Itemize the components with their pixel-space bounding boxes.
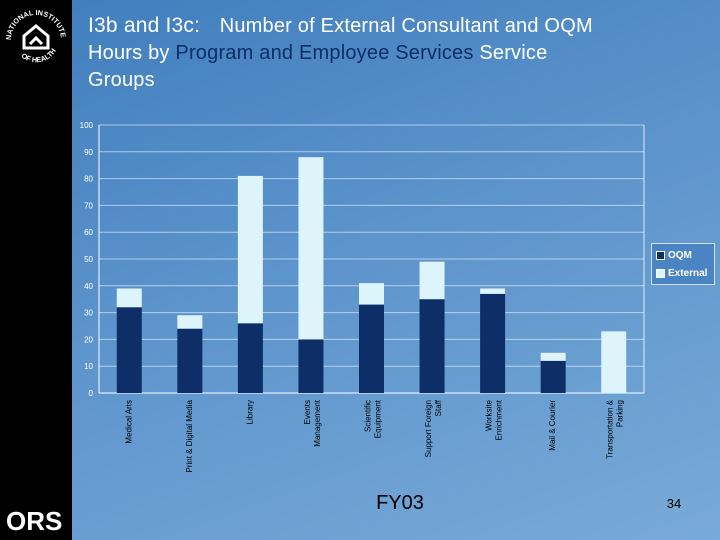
x-tick-label-line: Worksite [485,399,494,431]
x-tick-label: Medical Arts [124,400,133,444]
bar-chart: 0 10 20 30 40 50 60 70 80 90 100 Medical Arts Print … [80,121,645,472]
x-tick-label: EventsManagement [303,399,322,446]
bar-external [359,283,384,305]
x-tick-label-line: Medical Arts [124,400,133,444]
bar-oqm [480,293,506,393]
y-tick-label: 20 [84,335,93,344]
ors-logo: ORS [6,506,62,536]
y-tick-label: 70 [84,201,93,210]
chart-legend: OQM External [651,243,715,285]
sidebar: NATIONAL INSTITUTES OF HEALTH ORS [0,0,72,540]
bar-external [116,288,142,308]
y-tick-label: 50 [84,255,93,264]
bar-oqm [540,360,566,393]
title-line3: Groups [88,69,155,91]
svg-text:NATIONAL INSTITUTES: NATIONAL INSTITUTES [2,4,68,40]
bar-external [177,315,203,329]
x-tick-label-line: Support Foreign [424,400,433,457]
x-tick-label-line: Management [313,399,322,446]
x-tick-label: Mail & Courier [548,400,557,451]
x-tick-label: Print & Digital Media [185,399,194,472]
legend-swatch-oqm [656,250,665,260]
x-tick-label-line: Equipment [374,399,383,438]
x-tick-label-line: Mail & Courier [548,400,557,451]
bar-external [480,288,506,294]
x-axis-title: FY03 [376,492,424,514]
title-line2-c: Service [479,42,548,64]
nih-text-top: NATIONAL INSTITUTES [2,4,68,40]
y-tick-label: 100 [80,121,94,130]
x-tick-label: Support ForeignStaff [424,399,443,457]
y-tick-label: 40 [84,282,93,291]
ors-logo-text: ORS [6,506,62,536]
bar-external [601,331,627,393]
x-tick-label-line: Enrichment [495,399,504,440]
x-tick-label-line: Parking [616,400,625,427]
bar-external [298,157,324,340]
y-tick-label: 90 [84,148,93,157]
nih-seal-logo: NATIONAL INSTITUTES OF HEALTH [2,4,68,64]
bar-oqm [116,307,142,393]
page-number: 34 [666,496,682,511]
title-line1: Number of External Consultant and OQM [219,15,593,37]
x-tick-label-line: Library [245,400,254,424]
legend-label-external: External [668,267,708,279]
y-tick-label: 0 [89,389,94,398]
y-tick-label: 10 [84,362,93,371]
x-tick-label-line: Transportation & [606,399,615,459]
legend-item-external: External [656,266,707,280]
legend-label-oqm: OQM [668,249,692,261]
x-tick-label: WorksiteEnrichment [485,399,504,440]
x-tick-label-line: Staff [434,399,443,416]
slide-title: I3b and I3c: Number of External Consulta… [88,12,688,94]
title-line2-highlight: Program and Employee Services [175,42,474,64]
x-tick-label-line: Scientific [364,400,373,432]
bar-oqm [419,299,445,393]
bar-oqm [359,304,384,393]
bar-oqm [177,328,203,393]
bar-oqm [237,323,263,393]
bar-oqm [298,339,324,393]
x-tick-label-line: Events [303,400,312,424]
x-tick-label: Library [245,400,254,424]
bar-external [237,175,263,324]
bar-external [419,261,445,300]
bar-external [540,352,566,361]
x-tick-label: ScientificEquipment [364,399,383,438]
x-tick-label-line: Print & Digital Media [185,399,194,472]
y-tick-label: 60 [84,228,93,237]
y-tick-label: 80 [84,175,93,184]
legend-item-oqm: OQM [656,248,692,262]
x-tick-label: Transportation &Parking [606,399,625,459]
legend-swatch-external [656,268,665,278]
title-line2-a: Hours by [88,42,170,64]
y-tick-label: 30 [84,309,93,318]
title-prefix: I3b and I3c: [88,14,201,37]
